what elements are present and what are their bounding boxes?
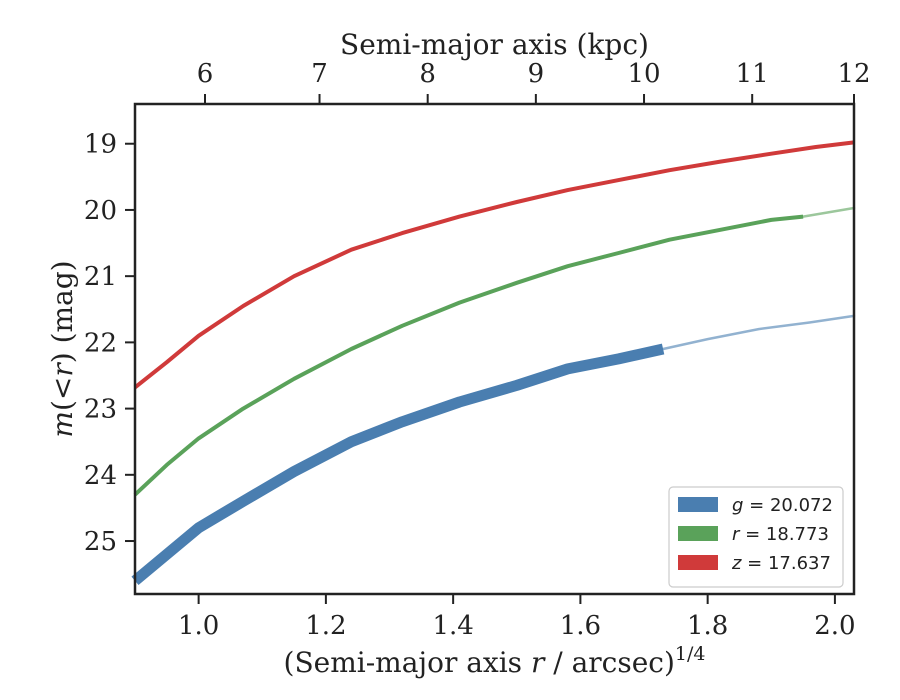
y-tick-label: 22: [84, 328, 117, 358]
x-tick-label: 1.8: [687, 611, 728, 641]
legend-label-value: = 20.072: [743, 495, 833, 516]
top-tick-label: 6: [197, 59, 214, 89]
x-axis-title-var: r: [531, 646, 546, 679]
top-axis-ticks: 6 7 8 9 10 11 12: [197, 59, 871, 104]
y-axis-title-m: m: [46, 411, 79, 438]
legend-label: z = 17.637: [731, 553, 831, 574]
y-tick-label: 23: [84, 395, 117, 425]
top-tick-label: 10: [627, 59, 660, 89]
x-tick-label: 1.0: [178, 611, 219, 641]
legend-swatch: [678, 497, 718, 512]
series-line: [133, 140, 855, 389]
x-tick-label: 1.2: [305, 611, 346, 641]
legend-swatch: [678, 555, 718, 570]
legend-label-value: = 18.773: [739, 524, 829, 545]
series-extension-line: [801, 206, 856, 218]
series-line: [133, 214, 804, 497]
y-axis-ticks: 19 20 21 22 23 24 25: [84, 130, 135, 557]
x-tick-label: 2.0: [814, 611, 855, 641]
y-axis-title-post: ) (mag): [46, 260, 79, 363]
series-extension-line: [661, 314, 856, 351]
top-tick-label: 8: [419, 59, 436, 89]
legend-label-value: = 17.637: [741, 553, 831, 574]
axes-frame: [133, 102, 856, 596]
legend-label-var: r: [732, 524, 741, 545]
y-tick-label: 21: [84, 262, 117, 292]
legend-label: r = 18.773: [732, 524, 829, 545]
x-axis-title-prefix: (Semi-major axis: [284, 646, 531, 679]
y-axis-title: m(<r) (mag): [46, 260, 79, 437]
x-axis-ticks: 1.0 1.2 1.4 1.6 1.8 2.0: [178, 594, 856, 641]
y-axis-title-mid: (<: [46, 377, 79, 411]
series-line: [131, 343, 665, 586]
x-tick-label: 1.4: [432, 611, 473, 641]
top-tick-label: 9: [528, 59, 545, 89]
y-tick-label: 19: [84, 130, 117, 160]
y-axis-title-var: r: [46, 362, 79, 377]
y-tick-label: 25: [84, 527, 117, 557]
legend-label-var: g: [732, 495, 743, 516]
x-axis-title-sup: 1/4: [675, 643, 706, 665]
y-tick-label: 20: [84, 196, 117, 226]
legend-label: g = 20.072: [732, 495, 833, 516]
x-axis-title-mid: / arcsec): [544, 646, 675, 679]
top-tick-label: 12: [837, 59, 870, 89]
series-layer: [131, 140, 856, 586]
x-tick-label: 1.6: [560, 611, 601, 641]
top-axis-title: Semi-major axis (kpc): [340, 28, 649, 61]
y-tick-label: 24: [84, 461, 117, 491]
top-tick-label: 11: [736, 59, 769, 89]
legend-swatch: [678, 526, 718, 541]
legend-label-var: z: [731, 553, 742, 574]
x-axis-title: (Semi-major axis r / arcsec)1/4: [284, 643, 706, 679]
top-tick-label: 7: [311, 59, 328, 89]
